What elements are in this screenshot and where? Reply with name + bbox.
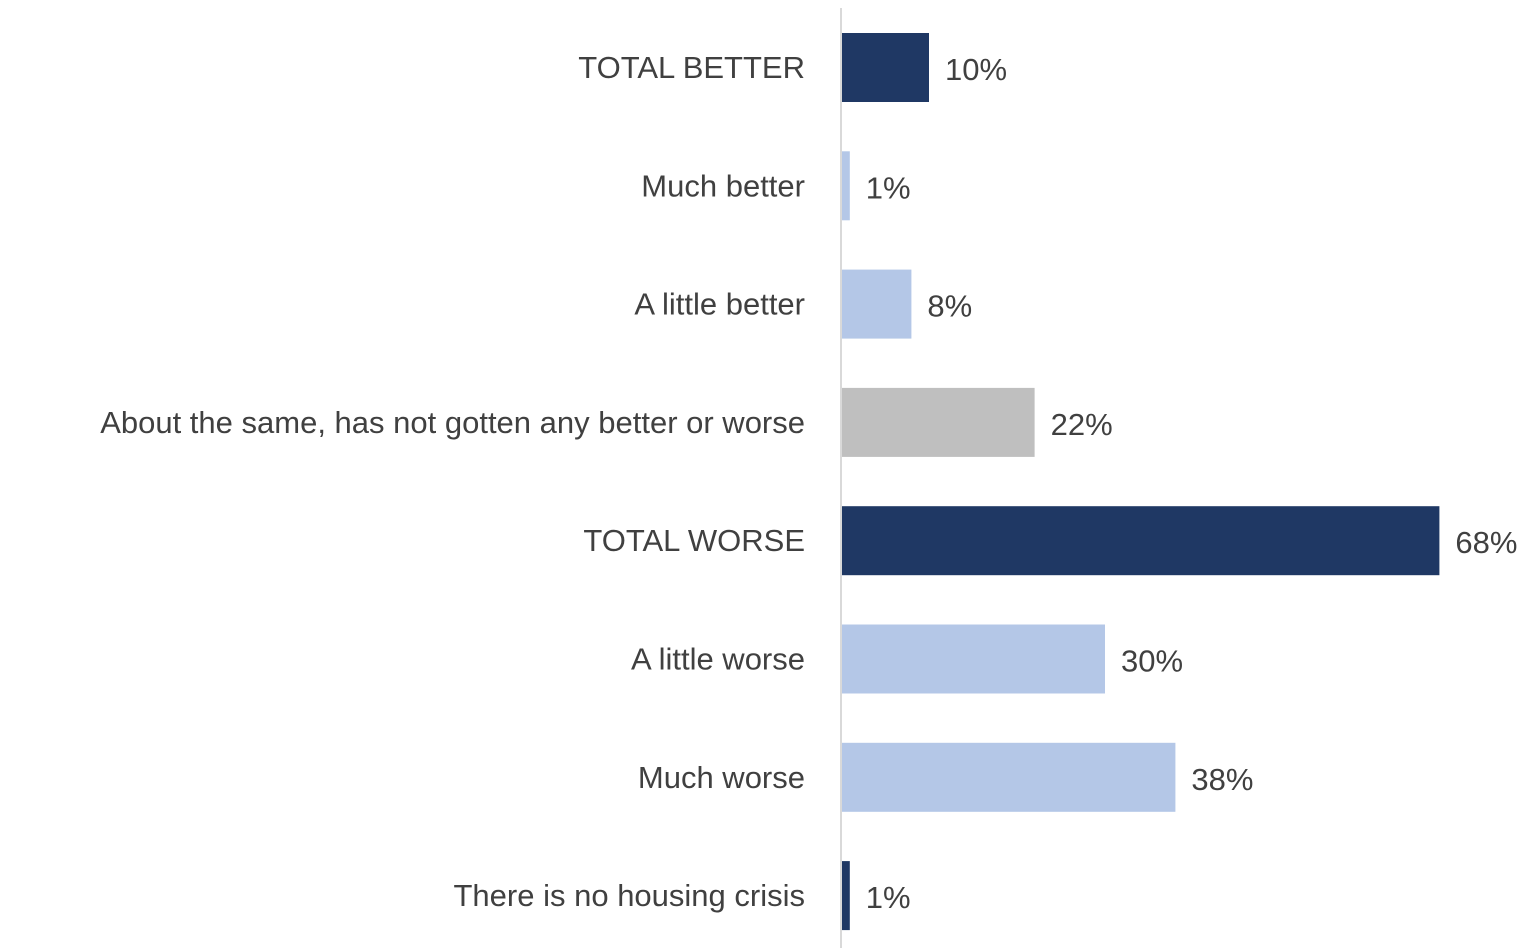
bar-total-worse — [841, 506, 1440, 576]
bar-a-little-better — [841, 269, 912, 339]
bar-total-better — [841, 33, 929, 102]
category-labels: TOTAL BETTER Much better A little better Ab… — [100, 50, 805, 913]
category-label-much-worse: Much worse — [638, 760, 805, 795]
category-label-much-better: Much better — [641, 168, 805, 203]
value-label-total-better: 10% — [945, 52, 1007, 87]
value-label-about-the-same-has-not-gotten-any-better-or-worse: 22% — [1051, 407, 1113, 442]
value-label-a-little-worse: 30% — [1121, 644, 1183, 679]
bar-a-little-worse — [841, 624, 1105, 694]
category-label-total-worse: TOTAL WORSE — [583, 523, 805, 558]
value-label-much-worse: 38% — [1191, 762, 1253, 797]
bar-much-better — [841, 151, 850, 221]
category-label-a-little-better: A little better — [634, 287, 805, 322]
bar-much-worse — [841, 742, 1176, 812]
value-label-much-better: 1% — [866, 170, 911, 205]
category-label-a-little-worse: A little worse — [631, 642, 805, 677]
bar-there-is-no-housing-crisis — [841, 861, 850, 931]
value-labels: 10% 1% 8% 22% 68% 30% 38% 1% — [866, 52, 1518, 915]
value-label-there-is-no-housing-crisis: 1% — [866, 880, 911, 915]
value-label-a-little-better: 8% — [927, 289, 972, 324]
category-label-about-the-same-has-not-gotten-any-better-or-worse: About the same, has not gotten any bette… — [100, 405, 805, 440]
category-label-there-is-no-housing-crisis: There is no housing crisis — [454, 878, 806, 913]
category-label-total-better: TOTAL BETTER — [578, 50, 805, 85]
value-label-total-worse: 68% — [1455, 525, 1517, 560]
bar-about-the-same-has-not-gotten-any-better-or-worse — [841, 387, 1035, 457]
bars-layer — [841, 33, 1440, 931]
